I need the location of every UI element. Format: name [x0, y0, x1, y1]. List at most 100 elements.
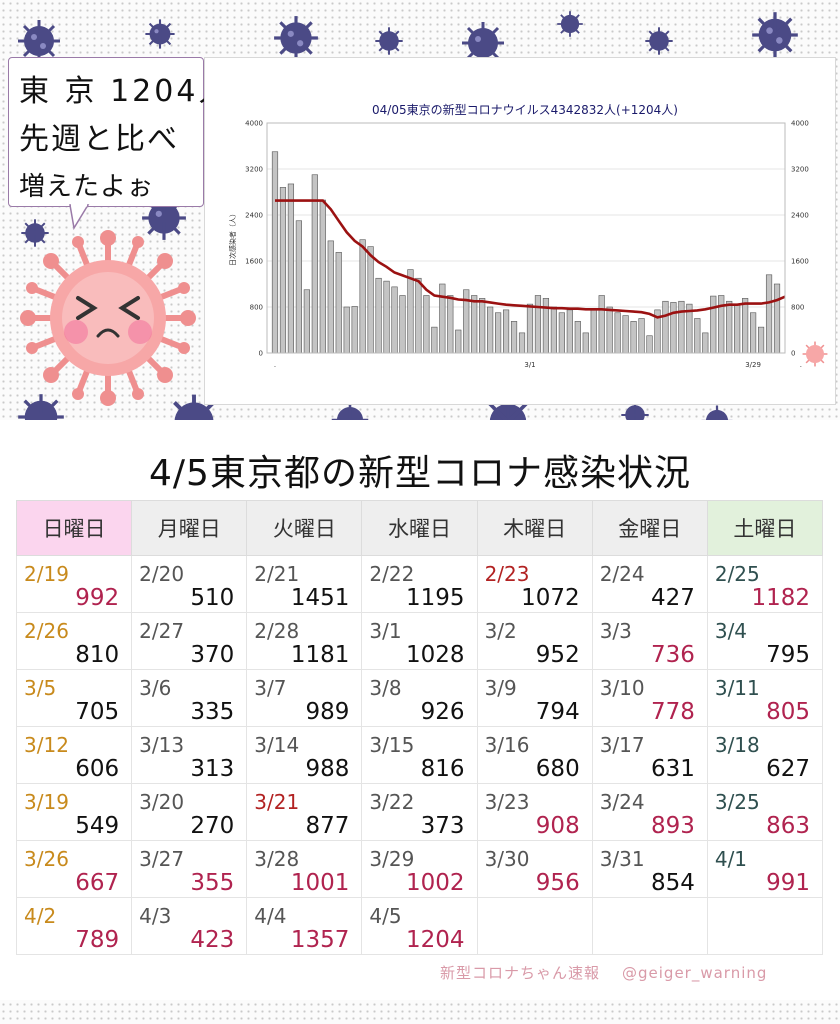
bar [319, 199, 326, 354]
calendar-case-count: 736 [650, 642, 695, 668]
bar [742, 298, 749, 354]
calendar-case-count: 810 [75, 642, 120, 668]
calendar-date: 3/8 [369, 676, 402, 700]
bar [383, 280, 390, 354]
calendar-week-row: 3/19 549 3/20 270 3/21 877 3/22 373 3/23 908 3/24 8… [15, 783, 824, 841]
virus-icon [18, 20, 60, 62]
calendar-case-count: 795 [766, 642, 810, 668]
calendar-case-count: 427 [650, 585, 695, 611]
calendar-case-count: 854 [650, 870, 695, 896]
calendar-case-count: 549 [75, 813, 120, 839]
bar [415, 277, 422, 354]
calendar-date: 2/27 [139, 619, 185, 643]
calendar-cell: 2/24 427 [591, 555, 708, 613]
calendar-case-count: 1182 [751, 585, 810, 611]
y-tick-label-left: 800 [250, 304, 263, 312]
calendar-date: 3/25 [714, 790, 760, 814]
calendar-cell: 4/2 789 [15, 897, 133, 955]
calendar-cell: 3/2 952 [476, 612, 593, 670]
bubble-tail-icon [69, 204, 90, 230]
calendar-cell: 3/1 1028 [361, 612, 478, 670]
bar [487, 306, 494, 354]
calendar-case-count: 908 [535, 813, 580, 839]
calendar-date: 3/27 [139, 847, 185, 871]
weekday-header: 金曜日 [591, 500, 708, 556]
bar [391, 286, 398, 354]
calendar-date: 3/3 [599, 619, 632, 643]
calendar-case-count: 606 [75, 756, 120, 782]
calendar-table: 日曜日 月曜日 火曜日 水曜日 木曜日 金曜日 土曜日 2/19 992 2/20 5… [15, 500, 824, 955]
y-tick-label-left: 2400 [245, 212, 263, 220]
calendar-case-count: 778 [650, 699, 695, 725]
calendar-case-count: 270 [190, 813, 235, 839]
bar [598, 295, 605, 354]
calendar-week-row: 2/26 810 2/27 370 2/28 1181 3/1 1028 3/2 952 3/3 73… [15, 612, 824, 670]
calendar-date: 3/26 [24, 847, 69, 871]
calendar-date: 3/7 [254, 676, 287, 700]
calendar-cell: 3/29 1002 [361, 840, 478, 898]
calendar-cell: 3/15 816 [361, 726, 478, 784]
calendar-date: 3/22 [369, 790, 415, 814]
y-tick-label-right: 4000 [791, 120, 809, 128]
bar [662, 300, 669, 354]
bar [399, 295, 406, 354]
calendar-date: 3/12 [24, 733, 69, 757]
calendar-cell: 3/25 863 [706, 783, 824, 841]
calendar-cell: 3/14 988 [246, 726, 363, 784]
bar [495, 312, 502, 354]
calendar-cell: 3/7 989 [246, 669, 363, 727]
calendar-cell: 3/17 631 [591, 726, 708, 784]
weekday-header: 木曜日 [476, 500, 593, 556]
virus-icon [145, 19, 175, 49]
calendar-case-count: 705 [75, 699, 120, 725]
calendar-date: 2/26 [24, 619, 69, 643]
bar [423, 295, 430, 354]
calendar-case-count: 313 [190, 756, 235, 782]
y-tick-label-right: 0 [791, 350, 795, 358]
bar [335, 252, 342, 354]
y-tick-label-right: 3200 [791, 166, 809, 174]
calendar-case-count: 1181 [290, 642, 350, 668]
calendar-cell: 2/28 1181 [246, 612, 363, 670]
calendar-date: 3/1 [369, 619, 402, 643]
calendar-case-count: 789 [75, 927, 120, 953]
calendar-week-row: 4/2 789 4/3 423 4/4 1357 4/5 1204 [15, 897, 824, 955]
calendar-date: 3/24 [599, 790, 645, 814]
bar [279, 187, 287, 354]
calendar-case-count: 926 [420, 699, 465, 725]
calendar-cell: 3/26 667 [15, 840, 133, 898]
virus-icon [752, 12, 798, 58]
calendar-cell: 3/20 270 [131, 783, 248, 841]
weekday-header: 水曜日 [361, 500, 478, 556]
calendar-date: 3/20 [139, 790, 185, 814]
calendar-date: 3/5 [24, 676, 57, 700]
calendar-date: 3/21 [254, 790, 300, 814]
bar [471, 295, 478, 354]
calendar-case-count: 863 [766, 813, 810, 839]
calendar-cell: 3/16 680 [476, 726, 593, 784]
bar [287, 183, 295, 354]
bar [678, 300, 685, 354]
chart-panel: 04/05東京の新型コロナウイルス4342832人(+1204人) 日次感染者（… [204, 57, 836, 405]
y-axis-label: 日次感染者（人） [228, 210, 237, 266]
calendar-cell: 3/31 854 [591, 840, 708, 898]
calendar-case-count: 1002 [406, 870, 465, 896]
bar [765, 274, 773, 354]
calendar-date: 3/23 [484, 790, 530, 814]
bar [359, 239, 366, 354]
bar [757, 326, 765, 354]
calendar-date: 2/28 [254, 619, 300, 643]
y-tick-label-left: 0 [259, 350, 263, 358]
bar [694, 318, 701, 354]
bar [726, 300, 733, 354]
calendar-cell: 3/11 805 [706, 669, 824, 727]
calendar-date: 3/15 [369, 733, 415, 757]
calendar-cell: 2/19 992 [15, 555, 133, 613]
calendar-case-count: 667 [75, 870, 120, 896]
calendar-date: 3/2 [484, 619, 517, 643]
calendar-cell: 4/4 1357 [246, 897, 363, 955]
bar [710, 295, 717, 354]
calendar-cell: 3/18 627 [706, 726, 824, 784]
calendar-cell: 3/19 549 [15, 783, 133, 841]
calendar-case-count: 370 [190, 642, 235, 668]
